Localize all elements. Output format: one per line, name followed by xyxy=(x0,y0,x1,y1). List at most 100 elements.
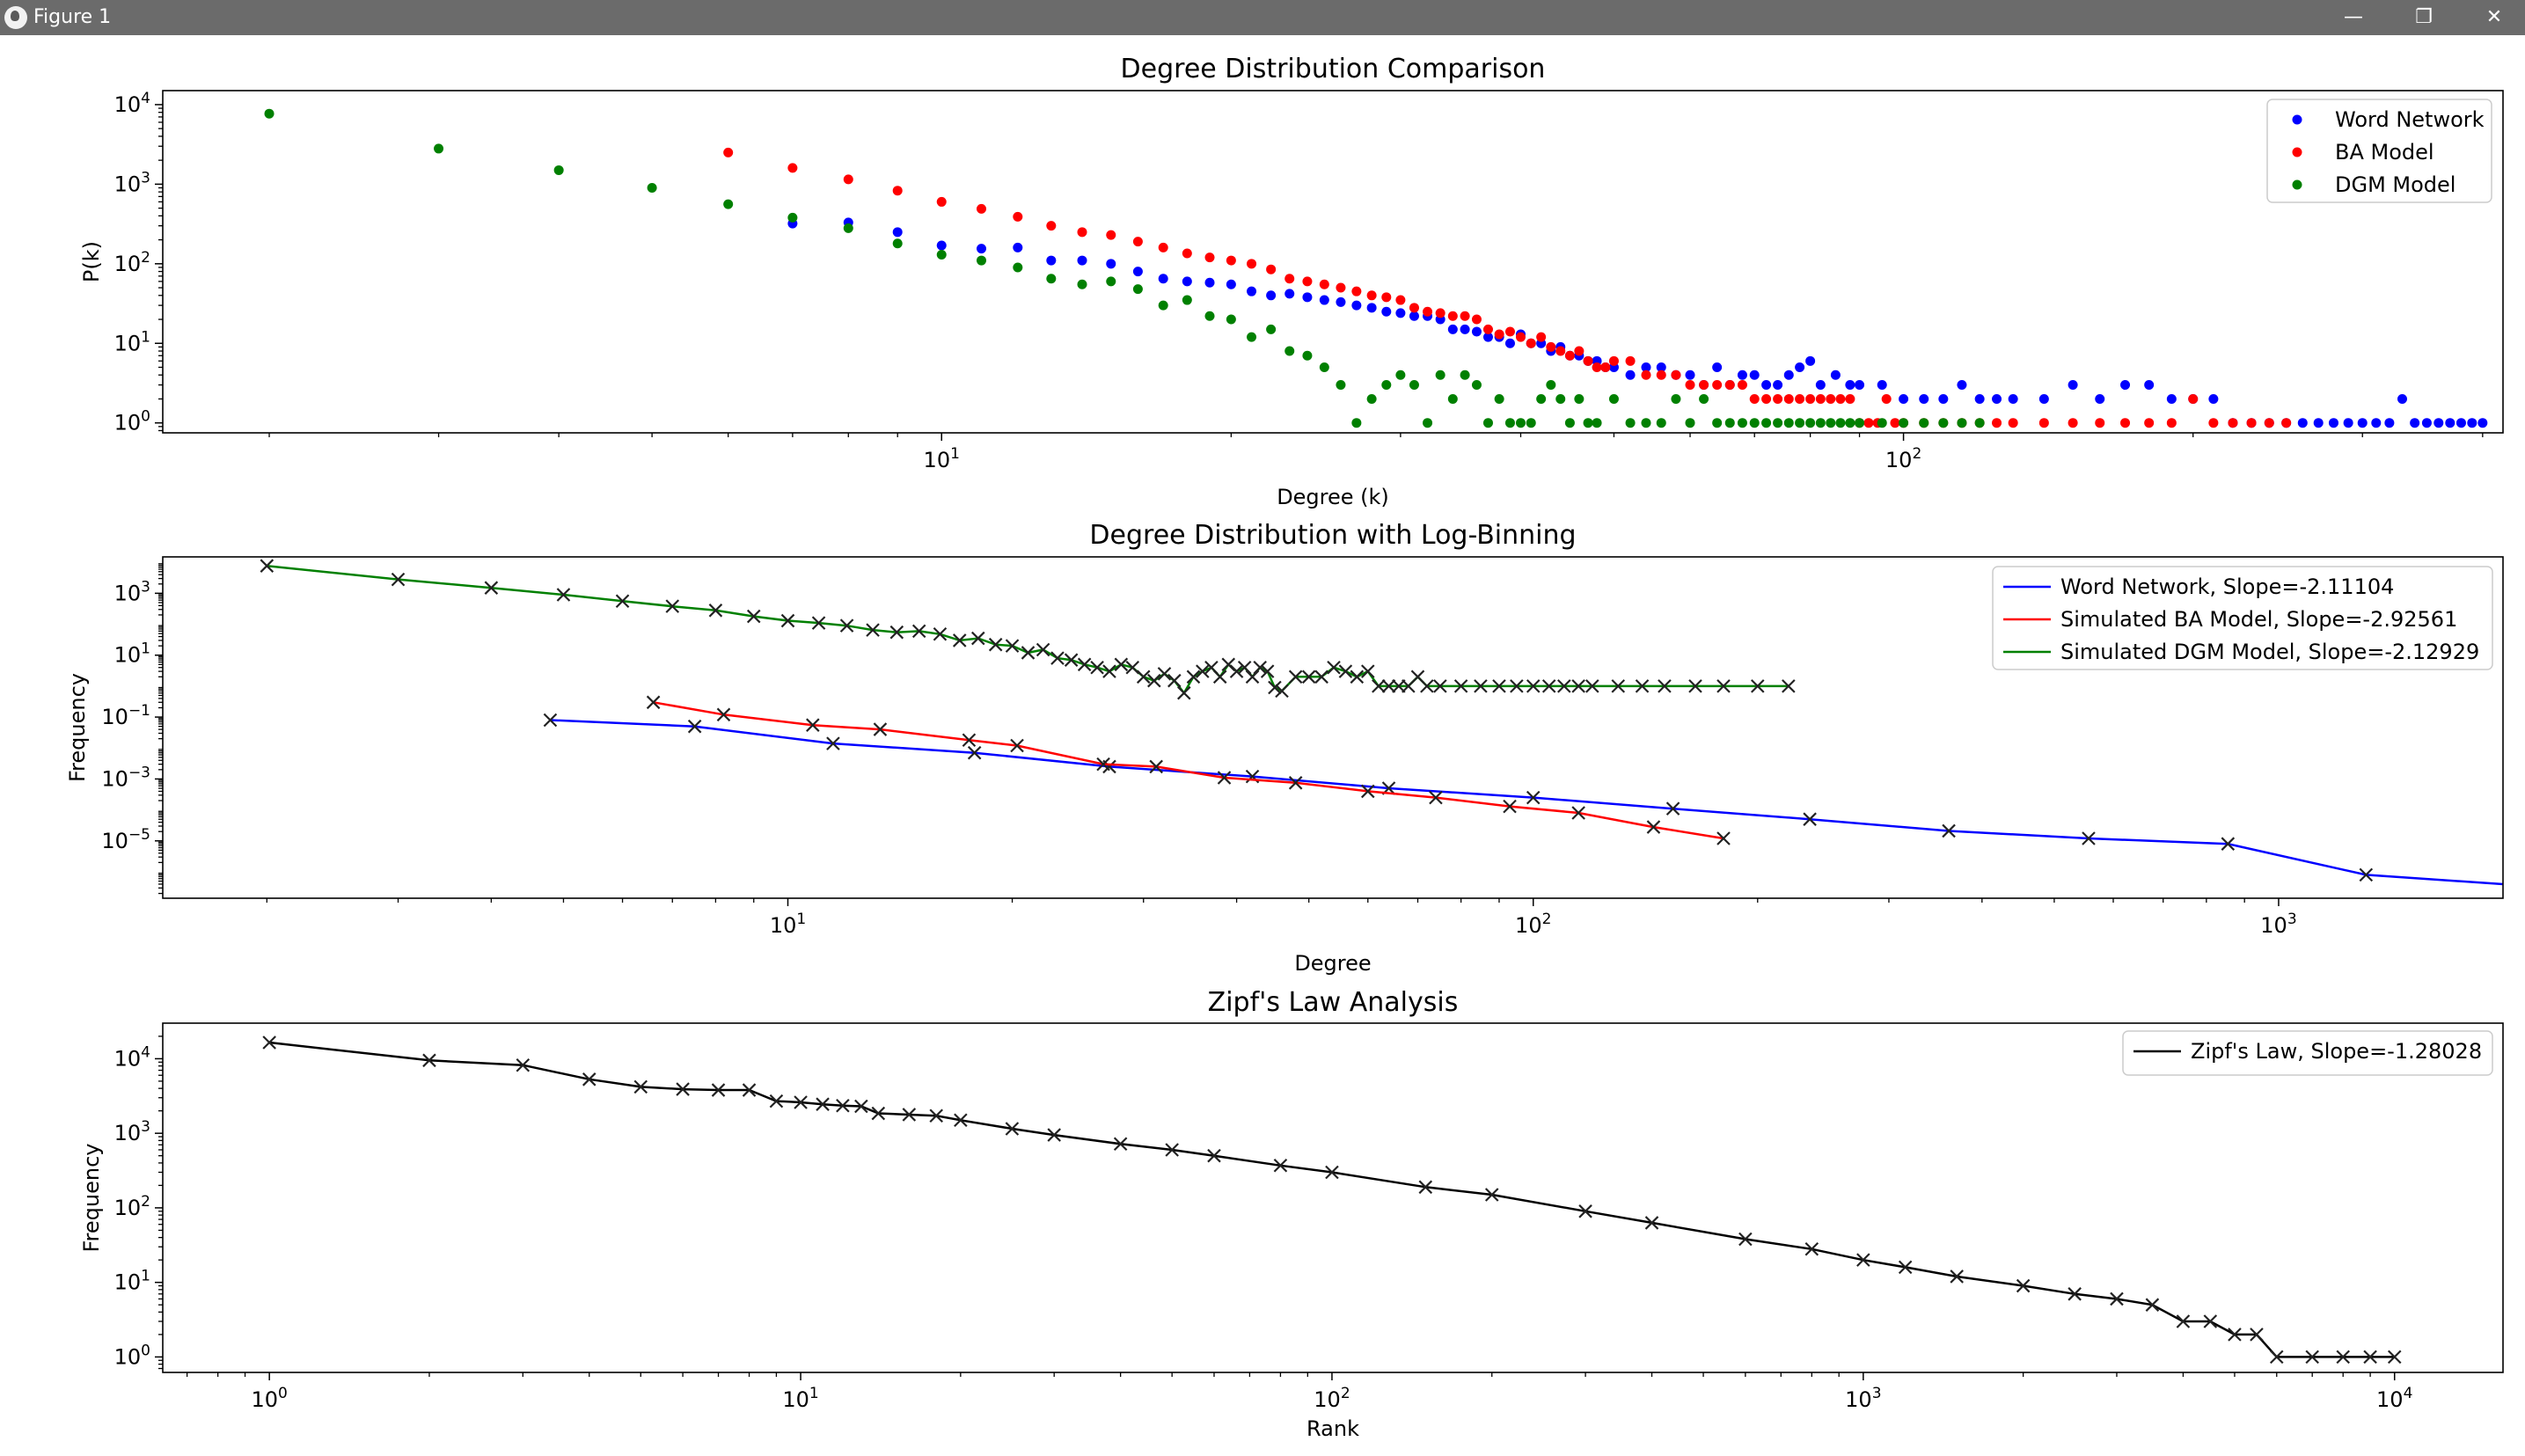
data-point xyxy=(1803,812,1817,826)
legend-marker xyxy=(2292,147,2302,157)
data-point xyxy=(1749,369,1760,380)
data-point xyxy=(1510,679,1524,693)
data-point xyxy=(1245,669,1260,684)
legend-box xyxy=(2266,99,2492,203)
legend-label: BA Model xyxy=(2335,140,2434,165)
data-point xyxy=(1021,646,1036,660)
data-point xyxy=(1229,664,1244,678)
window-title: Figure 1 xyxy=(33,6,112,28)
data-point xyxy=(1863,418,1874,428)
data-point xyxy=(2016,1278,2031,1293)
data-point xyxy=(1608,393,1619,404)
data-point xyxy=(1423,418,1433,428)
data-point xyxy=(1826,418,1836,428)
data-point xyxy=(1435,308,1445,318)
data-point xyxy=(1773,418,1783,428)
data-point xyxy=(1366,393,1377,404)
data-point xyxy=(1541,679,1556,693)
data-point xyxy=(936,250,947,260)
x-tick-label: 101 xyxy=(924,445,960,472)
data-point xyxy=(1899,418,1909,428)
data-point xyxy=(1395,295,1406,305)
data-point xyxy=(1381,679,1396,693)
data-point xyxy=(1447,324,1458,334)
data-point xyxy=(1047,1128,1061,1142)
data-point xyxy=(1795,393,1805,404)
x-axis-label: Degree (k) xyxy=(1277,485,1389,509)
data-point xyxy=(1805,355,1816,366)
data-point xyxy=(2387,1350,2402,1365)
series-2 xyxy=(723,147,2292,428)
data-point xyxy=(1685,369,1695,380)
data-point xyxy=(1671,369,1681,380)
data-point xyxy=(1919,393,1929,404)
data-point xyxy=(1526,679,1541,693)
minimize-button[interactable]: — xyxy=(2344,6,2363,28)
data-point xyxy=(1536,393,1547,404)
data-point xyxy=(1877,380,1887,391)
legend-marker xyxy=(2292,179,2302,190)
y-tick-label: 100 xyxy=(114,408,150,435)
data-point xyxy=(2144,418,2155,428)
data-point xyxy=(1158,274,1168,284)
data-point xyxy=(1132,267,1143,277)
data-point xyxy=(1877,418,1887,428)
data-point xyxy=(787,163,798,173)
y-tick-label: 103 xyxy=(114,1118,150,1145)
legend-label: Word Network xyxy=(2335,107,2485,132)
data-point xyxy=(1314,669,1328,684)
y-tick-label: 103 xyxy=(114,169,150,196)
data-point xyxy=(1665,801,1680,816)
data-point xyxy=(1526,418,1536,428)
restore-button[interactable]: ❐ xyxy=(2415,6,2433,28)
data-point xyxy=(1392,679,1406,693)
y-axis-label: P(k) xyxy=(79,241,104,282)
legend-label: Word Network, Slope=-2.11104 xyxy=(2060,574,2394,599)
data-point xyxy=(1724,380,1735,391)
chart-title: Degree Distribution Comparison xyxy=(1121,54,1546,84)
data-point xyxy=(2095,418,2105,428)
data-point xyxy=(1555,393,1566,404)
data-point xyxy=(1761,380,1772,391)
legend: Zipf's Law, Slope=-1.28028 xyxy=(2122,1030,2493,1076)
series-line xyxy=(550,719,2503,886)
data-point xyxy=(2068,1287,2082,1301)
legend: Word Network, Slope=-2.11104 Simulated BA… xyxy=(1992,566,2493,670)
data-point xyxy=(967,745,982,760)
y-tick-label: 101 xyxy=(114,640,150,668)
data-point xyxy=(1571,679,1585,693)
data-point xyxy=(1409,311,1419,321)
close-button[interactable]: ✕ xyxy=(2485,6,2503,28)
data-point xyxy=(1268,680,1282,695)
data-point xyxy=(1564,418,1575,428)
data-point xyxy=(1830,369,1841,380)
data-point xyxy=(1712,418,1723,428)
data-point xyxy=(1855,418,1865,428)
data-point xyxy=(708,604,723,618)
data-point xyxy=(1585,679,1599,693)
data-point xyxy=(1132,284,1143,295)
data-point xyxy=(2068,380,2078,391)
data-point xyxy=(2410,418,2420,428)
data-point xyxy=(647,183,657,194)
data-point xyxy=(1555,346,1566,356)
data-point xyxy=(902,1108,917,1122)
data-point xyxy=(1460,311,1470,321)
data-point xyxy=(1835,393,1846,404)
data-point xyxy=(484,581,499,595)
data-point xyxy=(2305,1350,2319,1365)
data-point xyxy=(1592,362,1602,372)
data-point xyxy=(1366,290,1377,301)
data-point xyxy=(2313,418,2324,428)
data-point xyxy=(723,199,734,209)
data-point xyxy=(1515,332,1526,342)
data-point xyxy=(2120,380,2131,391)
data-point xyxy=(1090,660,1104,675)
data-point xyxy=(1395,369,1406,380)
data-point xyxy=(1482,332,1493,342)
data-point xyxy=(1182,248,1192,259)
data-point xyxy=(2038,418,2049,428)
data-point xyxy=(836,1098,850,1113)
data-point xyxy=(434,143,444,154)
data-point xyxy=(1919,418,1929,428)
